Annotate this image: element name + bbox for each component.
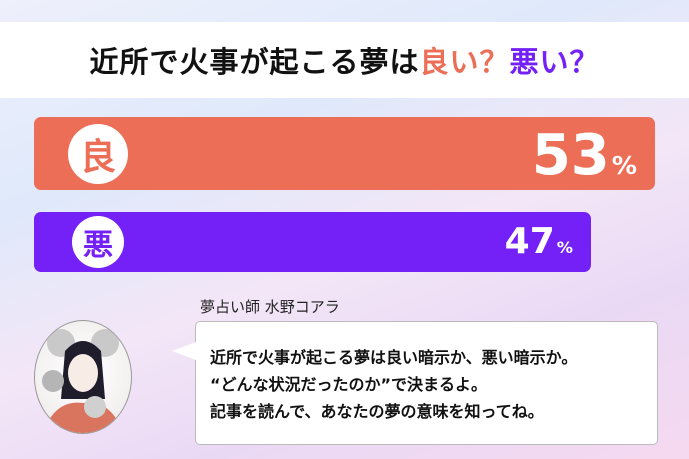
bad-result-bar: 悪 47%: [34, 212, 591, 272]
bad-percent-unit: %: [556, 238, 573, 257]
good-badge: 良: [68, 124, 128, 184]
page-title: 近所で火事が起こる夢は 良い？ 悪い？: [0, 22, 689, 98]
bad-badge: 悪: [72, 216, 124, 268]
good-percent: 53%: [532, 123, 637, 188]
title-bad: 悪い？: [509, 45, 600, 79]
speech-bubble: [195, 321, 658, 445]
good-result-bar: 良 53%: [34, 117, 655, 190]
advisor-illustration-icon: [42, 329, 123, 433]
title-main: 近所で火事が起こる夢は: [89, 45, 420, 79]
advisor-avatar: [34, 320, 132, 434]
message-line: “どんな状況だったのか”で決まるよ。: [210, 375, 488, 394]
good-percent-value: 53: [531, 123, 610, 188]
message-line: 近所で火事が起こる夢は良い暗示か、悪い暗示か。: [210, 348, 578, 367]
advisor-name: 夢占い師 水野コアラ: [200, 298, 340, 316]
message-line: 記事を読んで、あなたの夢の意味を知ってね。: [210, 402, 544, 421]
bad-percent-value: 47: [504, 221, 555, 262]
good-percent-unit: %: [611, 151, 637, 180]
bad-percent: 47%: [505, 221, 573, 262]
title-good: 良い？: [419, 45, 510, 79]
advisor-message: 近所で火事が起こる夢は良い暗示か、悪い暗示か。 “どんな状況だったのか”で決まる…: [210, 344, 577, 425]
speech-bubble-tail: [172, 342, 196, 360]
